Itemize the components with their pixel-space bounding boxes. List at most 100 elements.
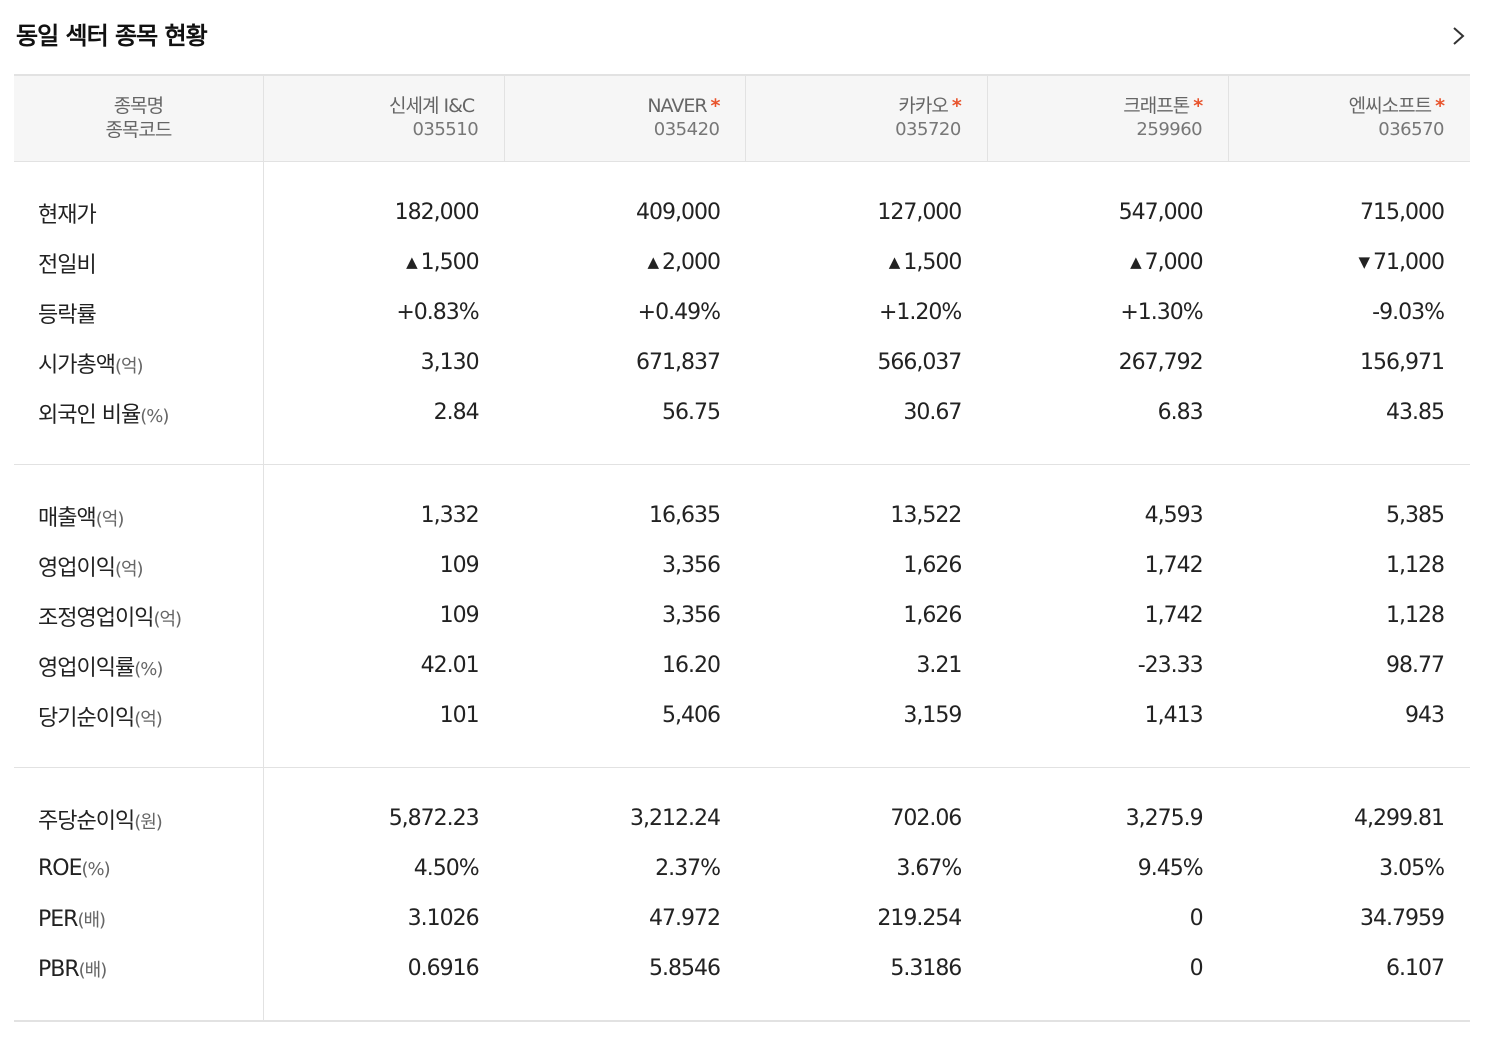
value-cell: 702.06 [746, 767, 987, 844]
company-name[interactable]: 카카오 [898, 95, 948, 118]
row-label: 전일비 [38, 252, 97, 278]
cell-value: -23.33 [1137, 653, 1204, 678]
cell-value: 71,000 [1373, 250, 1445, 275]
row-unit: (억) [153, 608, 182, 630]
cell-value: 3,130 [420, 350, 480, 375]
chevron-right-icon[interactable] [1446, 22, 1470, 50]
cell-value: 1,500 [903, 250, 962, 275]
value-cell: 5.8546 [504, 943, 746, 1022]
company-header[interactable]: 크래프톤 * 259960 [986, 74, 1229, 162]
value-cell: -9.03% [1229, 288, 1470, 338]
cell-value: 566,037 [877, 350, 962, 375]
value-cell: 3.67% [746, 844, 987, 894]
cell-value: 1,626 [903, 603, 962, 628]
value-cell: ▲ 2,000 [505, 238, 746, 288]
row-label-cell: PER(배) [14, 893, 264, 944]
cell-value: 5,385 [1386, 503, 1445, 528]
cell-value: 2.84 [433, 400, 480, 425]
cell-value: 156,971 [1360, 350, 1445, 375]
row-label-cell: 전일비 [14, 237, 264, 288]
value-cell: 219.254 [746, 894, 987, 944]
table-row: 조정영업이익(억) 109 3,356 1,626 1,742 1,128 [14, 590, 1470, 641]
cell-value: 5.3186 [890, 956, 962, 981]
cell-value: 671,837 [636, 350, 721, 375]
table-row: ROE(%) 4.50% 2.37% 3.67% 9.45% 3.05% [14, 843, 1470, 894]
row-label-cell: 영업이익(억) [14, 540, 264, 591]
value-cell: 30.67 [745, 387, 988, 465]
company-name[interactable]: 엔씨소프트 [1348, 95, 1432, 118]
value-cell: 5,406 [504, 690, 746, 768]
row-unit: (배) [78, 959, 108, 981]
table-row: 현재가 182,000 409,000 127,000 547,000 715,000 [14, 161, 1470, 238]
cell-value: +1.20% [878, 300, 962, 325]
value-cell: 943 [1228, 690, 1470, 768]
row-label: 주당순이익 [38, 808, 135, 834]
cell-value: 3.05% [1379, 856, 1445, 881]
value-cell: 4,593 [987, 464, 1228, 541]
value-cell: 671,837 [505, 338, 746, 388]
value-cell: 109 [263, 591, 504, 641]
value-cell: ▼ 71,000 [1229, 238, 1470, 288]
row-label-cell: PBR(배) [14, 943, 264, 1022]
cell-value: 127,000 [877, 200, 962, 225]
cell-value: 5.8546 [649, 956, 721, 981]
star-mark: * [1435, 95, 1445, 118]
value-cell: 47.972 [505, 894, 746, 944]
value-cell: 4,299.81 [1229, 767, 1470, 844]
value-cell: 13,522 [746, 464, 987, 541]
value-cell: +0.83% [263, 288, 504, 338]
cell-value: 267,792 [1118, 350, 1204, 375]
company-name[interactable]: 신세계 I&C [388, 95, 475, 118]
value-cell: 6.83 [987, 387, 1229, 465]
value-cell: 1,128 [1229, 591, 1470, 641]
value-cell: 2.84 [263, 387, 505, 465]
row-label-cell: ROE(%) [14, 843, 264, 894]
value-cell: 156,971 [1229, 338, 1470, 388]
value-cell: 547,000 [987, 161, 1228, 238]
cell-value: 1,413 [1144, 703, 1204, 728]
value-cell: 0.6916 [263, 943, 505, 1022]
row-label: 외국인 비율 [38, 402, 141, 428]
row-unit: (억) [134, 708, 163, 730]
value-cell: 566,037 [746, 338, 987, 388]
cell-value: -9.03% [1372, 300, 1445, 325]
value-cell: 127,000 [746, 161, 987, 238]
value-cell: 16.20 [505, 641, 746, 691]
cell-value: 4,593 [1144, 503, 1204, 528]
cell-value: 1,626 [903, 553, 962, 578]
row-label-cell: 시가총액(억) [14, 337, 264, 388]
cell-value: 16,635 [649, 503, 721, 528]
row-label: 매출액 [38, 505, 97, 531]
company-name[interactable]: NAVER [647, 95, 707, 118]
value-cell: 715,000 [1229, 161, 1470, 238]
triangle-up-icon: ▲ [406, 253, 418, 271]
star-mark: * [951, 95, 962, 118]
cell-value: +0.83% [396, 300, 479, 325]
table-row: 당기순이익(억) 101 5,406 3,159 1,413 943 [14, 690, 1470, 768]
company-name[interactable]: 크래프톤 [1123, 95, 1190, 118]
cell-value: 3,356 [662, 603, 721, 628]
company-header[interactable]: 엔씨소프트 * 036570 [1228, 74, 1470, 162]
star-mark: * [710, 95, 721, 118]
cell-value: 3,275.9 [1125, 806, 1204, 831]
value-cell: 1,413 [987, 690, 1229, 768]
triangle-up-icon: ▲ [647, 253, 659, 271]
row-label: 영업이익 [38, 555, 116, 581]
star-mark: * [1193, 95, 1203, 118]
cell-value: 7,000 [1144, 250, 1204, 275]
cell-value: 547,000 [1118, 200, 1204, 225]
cell-value: 56.75 [662, 400, 721, 425]
company-header[interactable]: 신세계 I&C 035510 [262, 74, 505, 162]
row-unit: (%) [140, 405, 169, 427]
company-header[interactable]: NAVER * 035420 [504, 74, 746, 162]
value-cell: +1.20% [746, 288, 987, 338]
cell-value: 219.254 [877, 906, 962, 931]
company-header[interactable]: 카카오 * 035720 [745, 74, 988, 162]
cell-value: 3,356 [662, 553, 721, 578]
value-cell: 1,332 [263, 464, 504, 541]
row-label: PBR [38, 956, 80, 982]
triangle-up-icon: ▲ [1130, 253, 1142, 271]
row-unit: (억) [114, 558, 144, 580]
header-code-label: 종목코드 [105, 119, 172, 142]
row-label-cell: 외국인 비율(%) [14, 387, 264, 465]
